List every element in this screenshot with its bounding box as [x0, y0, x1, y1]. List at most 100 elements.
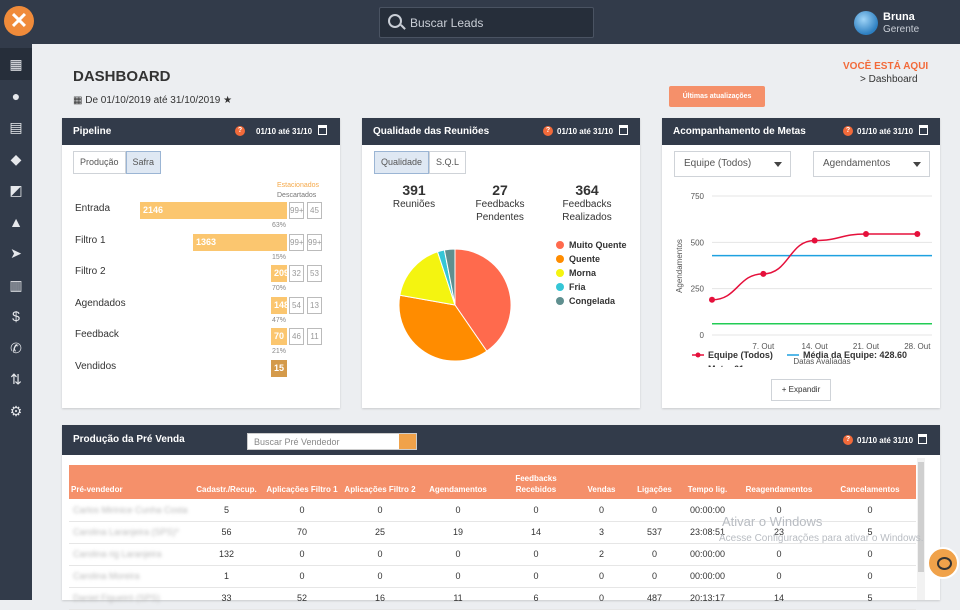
- pipeline-discarded-count[interactable]: 99+: [307, 233, 322, 251]
- calendar-icon[interactable]: [318, 125, 327, 135]
- star-icon[interactable]: ★: [223, 95, 233, 106]
- pipeline-parked-count[interactable]: 99+: [289, 233, 304, 251]
- pie-legend-item[interactable]: Morna: [556, 268, 596, 278]
- lead-search-input[interactable]: [410, 8, 590, 37]
- pie-slice-2[interactable]: [399, 251, 456, 306]
- goals-card: Acompanhamento de Metas ? 01/10 até 31/1…: [662, 118, 940, 408]
- report-icon[interactable]: ▥: [9, 276, 23, 293]
- users-icon[interactable]: ◆: [10, 150, 22, 167]
- pie-slice-0[interactable]: [454, 248, 512, 352]
- gear-icon[interactable]: ⚙: [9, 402, 23, 419]
- bell-icon[interactable]: ▲: [9, 213, 23, 230]
- line-legend-label[interactable]: Equipe (Todos): [708, 350, 773, 360]
- table-cell: 487: [628, 587, 681, 610]
- avatar[interactable]: [854, 11, 878, 35]
- clipboard-icon[interactable]: ▤: [9, 119, 23, 135]
- metric-select[interactable]: Agendamentos: [813, 151, 930, 177]
- pipeline-bar[interactable]: 2146: [140, 202, 287, 219]
- legend-dot: [556, 241, 564, 249]
- column-header[interactable]: Cadastr./Recup.: [190, 465, 263, 499]
- team-point[interactable]: [811, 237, 818, 244]
- search-icon: [388, 14, 402, 28]
- dollar-icon[interactable]: $: [12, 308, 20, 324]
- breadcrumb-title: VOCÊ ESTÁ AQUI: [843, 61, 929, 72]
- tab-safra[interactable]: Safra: [125, 151, 162, 174]
- help-icon[interactable]: ?: [235, 126, 245, 136]
- table-row[interactable]: Carlos Mirinice Cunha Costa 5 0 0 0 0 0 0 00:00:…: [69, 499, 916, 522]
- column-header[interactable]: Agendamentos: [419, 465, 497, 499]
- help-icon[interactable]: ?: [543, 126, 553, 136]
- calendar-icon[interactable]: [918, 434, 927, 444]
- tab-qualidade[interactable]: Qualidade: [374, 151, 430, 174]
- pipeline-discarded-count[interactable]: 11: [307, 328, 322, 345]
- table-cell: 0: [575, 565, 628, 588]
- table-row[interactable]: Carolina Laranjeira (SPS)* 56 70 25 19 14 3 537…: [69, 521, 916, 544]
- pipeline-discarded-count[interactable]: 53: [307, 265, 322, 282]
- table-cell: 25: [341, 521, 419, 544]
- team-point[interactable]: [709, 296, 715, 303]
- pipeline-bar[interactable]: 148: [271, 296, 287, 314]
- tags-icon[interactable]: ◩: [9, 182, 23, 198]
- pipeline-bar[interactable]: 15: [271, 359, 287, 377]
- expand-button[interactable]: + Expandir: [771, 379, 831, 401]
- seller-search[interactable]: [247, 433, 417, 450]
- help-icon[interactable]: ?: [843, 126, 853, 136]
- user-icon[interactable]: ●: [11, 87, 21, 104]
- phone-icon[interactable]: ✆: [10, 339, 22, 356]
- table-scrollbar[interactable]: [917, 458, 925, 600]
- team-point[interactable]: [863, 230, 869, 237]
- table-cell: 52: [263, 587, 341, 610]
- pie-slice-1[interactable]: [398, 294, 488, 362]
- pie-legend-item[interactable]: Quente: [556, 254, 600, 264]
- lead-search[interactable]: [379, 7, 594, 38]
- table-row[interactable]: Carolina rig Laranjeira 132 0 0 0 0 2 0 00:00:00…: [69, 543, 916, 566]
- pipeline-parked-count[interactable]: 32: [289, 265, 304, 282]
- pipeline-bar[interactable]: 70: [271, 328, 287, 345]
- table-row[interactable]: Daniel Figueiró (SPS) 33 52 16 11 6 0 487 20:13:…: [69, 587, 916, 610]
- team-point[interactable]: [760, 270, 767, 277]
- table-cell: 537: [628, 521, 681, 544]
- column-header[interactable]: Cancelamentos: [824, 465, 916, 499]
- pie-legend-item[interactable]: Congelada: [556, 296, 615, 306]
- calendar-icon[interactable]: [619, 125, 628, 135]
- line-legend-dot: [695, 352, 701, 358]
- column-header[interactable]: Reagendamentos: [734, 465, 824, 499]
- pipeline-discarded-count[interactable]: 45: [307, 202, 322, 219]
- tab-producao[interactable]: Produção: [73, 151, 126, 174]
- column-header[interactable]: Aplicações Filtro 1: [263, 465, 341, 499]
- tab-sql[interactable]: S.Q.L: [429, 151, 467, 174]
- pie-slice-4[interactable]: [443, 248, 456, 306]
- pipeline-parked-count[interactable]: 54: [289, 296, 304, 314]
- pipeline-parked-count[interactable]: 46: [289, 328, 304, 345]
- pipeline-parked-count[interactable]: 99+: [289, 202, 304, 219]
- route-icon[interactable]: ⇅: [10, 371, 22, 387]
- table-cell: 0: [341, 499, 419, 522]
- chat-icon[interactable]: [927, 547, 959, 579]
- team-point[interactable]: [914, 230, 921, 237]
- latest-updates-button[interactable]: Últimas atualizações: [669, 86, 765, 107]
- send-icon[interactable]: ➤: [10, 245, 22, 261]
- help-icon[interactable]: ?: [843, 435, 853, 445]
- pipeline-discarded-count[interactable]: 13: [307, 296, 322, 314]
- column-header[interactable]: Tempo lig.: [681, 465, 734, 499]
- column-header[interactable]: Pré-vendedor: [69, 465, 190, 499]
- breadcrumb-item[interactable]: > Dashboard: [860, 74, 918, 85]
- column-header[interactable]: Feedbacks Recebidos: [497, 465, 575, 499]
- y-tick-label: 750: [691, 192, 705, 201]
- calendar-icon[interactable]: [919, 125, 928, 135]
- logo-icon[interactable]: ✕: [4, 6, 34, 36]
- column-header[interactable]: Vendas: [575, 465, 628, 499]
- search-button[interactable]: [399, 434, 416, 449]
- dashboard-icon[interactable]: ▦: [0, 48, 32, 80]
- seller-search-input[interactable]: [248, 434, 400, 449]
- column-header[interactable]: Ligações: [628, 465, 681, 499]
- column-header[interactable]: Aplicações Filtro 2: [341, 465, 419, 499]
- line-legend-label[interactable]: Média da Equipe: 428.60: [803, 350, 907, 360]
- pie-legend-item[interactable]: Fria: [556, 282, 586, 292]
- table-row[interactable]: Carolina Moreira 1 0 0 0 0 0 0 00:00:00 0 0: [69, 565, 916, 588]
- line-legend-label[interactable]: Meta: 61: [708, 364, 744, 367]
- pipeline-bar[interactable]: 1363: [193, 233, 287, 251]
- pie-legend-item[interactable]: Muito Quente: [556, 240, 627, 250]
- team-select[interactable]: Equipe (Todos): [674, 151, 791, 177]
- pipeline-bar[interactable]: 209: [271, 265, 287, 282]
